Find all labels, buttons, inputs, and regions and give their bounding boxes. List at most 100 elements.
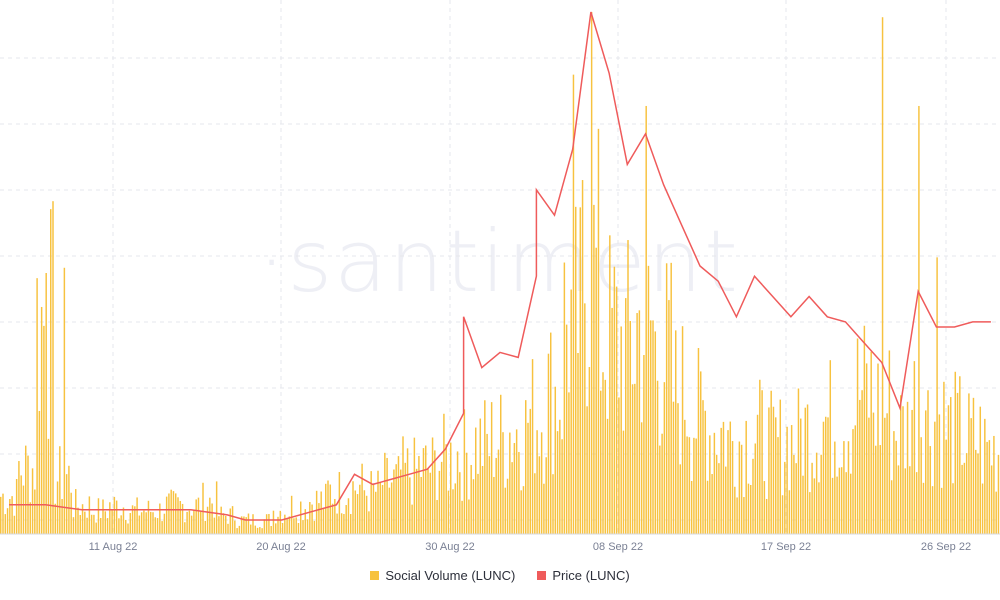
social-volume-bar xyxy=(981,483,984,534)
social-volume-bar xyxy=(36,278,38,534)
social-volume-bar xyxy=(572,74,575,534)
social-volume-bar xyxy=(452,489,454,534)
legend-item-social-volume[interactable]: Social Volume (LUNC) xyxy=(370,568,515,583)
social-volume-bar xyxy=(43,325,45,534)
social-volume-bar xyxy=(418,455,420,534)
social-volume-bar xyxy=(95,522,97,534)
social-volume-bar xyxy=(136,497,138,534)
social-volume-bar xyxy=(22,485,25,534)
social-volume-bar xyxy=(802,475,804,534)
social-volume-bar xyxy=(672,401,675,534)
social-volume-bar xyxy=(593,204,595,534)
social-volume-bar xyxy=(186,511,188,534)
social-volume-bar xyxy=(215,481,218,534)
legend-item-price[interactable]: Price (LUNC) xyxy=(537,568,630,583)
social-volume-bar xyxy=(200,510,202,534)
social-volume-bar xyxy=(388,487,391,534)
social-volume-bar xyxy=(65,474,68,534)
social-volume-bar xyxy=(690,481,693,534)
social-volume-bar xyxy=(865,363,868,534)
social-volume-bar xyxy=(75,489,77,534)
social-volume-bar xyxy=(100,518,102,534)
social-volume-bar xyxy=(636,313,638,534)
social-volume-bar xyxy=(925,410,927,534)
social-volume-bar xyxy=(265,514,268,534)
social-volume-bar xyxy=(738,441,741,534)
social-volume-bar xyxy=(145,512,147,534)
social-volume-bar xyxy=(225,515,227,534)
social-volume-bar xyxy=(313,520,316,534)
social-volume-bar xyxy=(190,515,193,534)
social-volume-bar xyxy=(113,496,116,534)
social-volume-bar xyxy=(647,265,650,534)
social-volume-bar xyxy=(868,417,870,534)
social-volume-bar xyxy=(893,431,895,534)
social-volume-bar xyxy=(156,518,159,534)
social-volume-bar xyxy=(454,483,457,534)
social-volume-bar xyxy=(425,445,427,534)
social-volume-bar xyxy=(325,483,327,534)
social-volume-bar xyxy=(350,514,352,534)
social-volume-bar xyxy=(13,515,16,534)
social-volume-bar xyxy=(752,458,754,534)
social-volume-bar xyxy=(54,503,57,534)
social-volume-bar xyxy=(411,504,413,534)
social-volume-bar xyxy=(395,464,397,534)
social-volume-bar xyxy=(375,491,377,534)
social-volume-bar xyxy=(779,399,782,534)
social-volume-bar xyxy=(811,462,813,534)
social-volume-bar xyxy=(331,503,334,534)
social-volume-bar xyxy=(234,520,236,534)
social-volume-bar xyxy=(336,513,338,534)
social-volume-bar xyxy=(129,513,132,534)
social-volume-bar xyxy=(518,452,520,534)
social-volume-bar xyxy=(459,472,461,534)
social-volume-bar xyxy=(463,409,466,534)
social-volume-bar xyxy=(34,489,36,534)
social-volume-bar xyxy=(581,180,584,535)
social-volume-bar xyxy=(147,500,150,534)
social-volume-bar xyxy=(870,351,872,534)
social-volume-bar xyxy=(334,498,336,534)
social-volume-bar xyxy=(920,437,922,534)
social-volume-swatch xyxy=(370,571,380,580)
social-volume-bar xyxy=(343,514,345,534)
social-volume-bar xyxy=(184,522,186,534)
social-volume-bar xyxy=(627,240,629,535)
social-volume-bar xyxy=(338,472,341,534)
social-volume-bar xyxy=(600,390,602,534)
social-volume-bar xyxy=(475,427,477,534)
social-volume-bar xyxy=(515,429,518,534)
social-volume-bar xyxy=(202,482,204,534)
social-volume-bar xyxy=(509,432,511,534)
social-volume-bar xyxy=(275,523,277,534)
price-swatch xyxy=(537,571,547,580)
social-volume-bar xyxy=(740,444,743,534)
social-volume-bar xyxy=(990,465,993,534)
social-volume-bar xyxy=(777,437,779,534)
social-volume-bar xyxy=(886,413,888,534)
social-volume-bar xyxy=(543,483,545,534)
social-volume-bar xyxy=(861,390,863,534)
social-volume-bar xyxy=(945,439,947,534)
social-volume-bar xyxy=(297,523,300,534)
social-volume-bar xyxy=(365,495,368,534)
social-volume-bar xyxy=(684,419,686,534)
social-volume-bar xyxy=(565,324,568,534)
social-volume-bar xyxy=(250,524,252,534)
social-volume-bar xyxy=(965,453,968,534)
social-volume-bar xyxy=(711,474,713,534)
social-volume-bar xyxy=(634,383,636,534)
social-volume-bar xyxy=(700,371,702,534)
social-volume-bar xyxy=(540,432,543,534)
social-volume-bar xyxy=(825,416,827,534)
social-volume-bar xyxy=(547,353,550,534)
social-volume-bar xyxy=(315,490,318,534)
social-volume-bar xyxy=(227,523,229,534)
social-volume-bar xyxy=(195,499,197,534)
social-volume-bar xyxy=(77,507,79,534)
social-volume-bar xyxy=(713,432,716,534)
social-volume-bar xyxy=(384,452,386,534)
social-volume-bar xyxy=(800,418,802,534)
social-volume-bar xyxy=(986,441,988,534)
